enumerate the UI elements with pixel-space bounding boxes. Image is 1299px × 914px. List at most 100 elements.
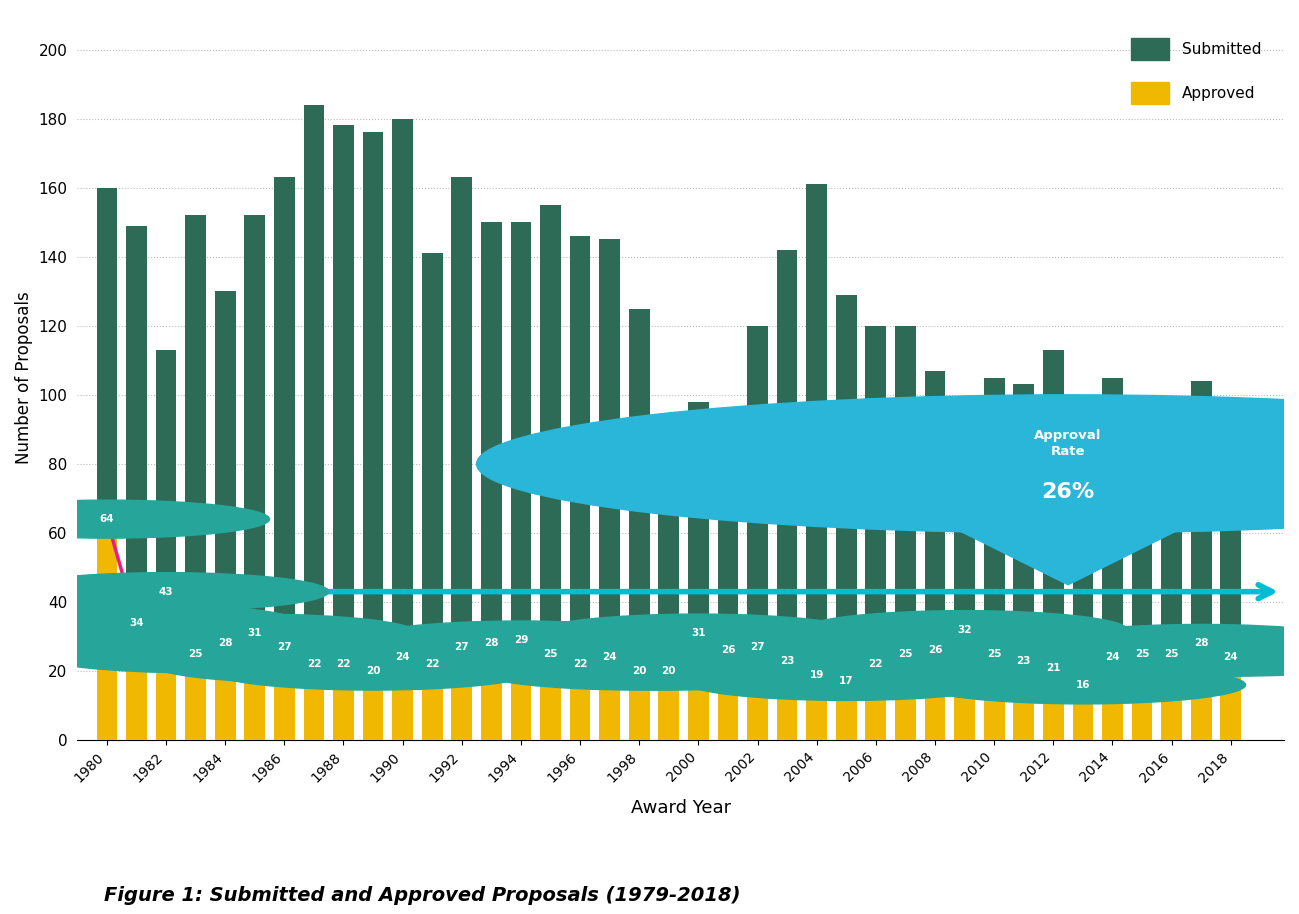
Bar [186, 654, 207, 740]
Bar [362, 671, 383, 740]
Circle shape [359, 621, 683, 659]
Circle shape [713, 645, 1038, 683]
Bar [717, 436, 738, 740]
Circle shape [210, 652, 535, 690]
Bar [156, 591, 177, 740]
Circle shape [773, 632, 1098, 669]
Bar [96, 519, 117, 740]
Text: 24: 24 [1105, 653, 1120, 663]
Text: 22: 22 [336, 659, 351, 669]
Circle shape [62, 624, 388, 663]
Circle shape [1038, 624, 1299, 663]
Text: 25: 25 [1135, 649, 1150, 659]
Circle shape [181, 645, 507, 683]
Bar [599, 239, 620, 740]
Bar [1102, 657, 1122, 740]
Bar [1073, 419, 1094, 740]
Text: 20: 20 [633, 666, 647, 676]
Bar [599, 657, 620, 740]
Bar [570, 664, 591, 740]
Bar [392, 119, 413, 740]
Text: 26: 26 [927, 645, 942, 655]
Bar [629, 671, 650, 740]
Bar [659, 671, 679, 740]
Bar [511, 640, 531, 740]
Circle shape [299, 628, 625, 666]
Text: 20: 20 [366, 666, 381, 676]
Circle shape [240, 638, 565, 676]
Bar [1131, 654, 1152, 740]
Text: 25: 25 [987, 649, 1002, 659]
Bar [511, 222, 531, 740]
Bar [807, 675, 827, 740]
Text: 24: 24 [395, 653, 410, 663]
Bar [244, 633, 265, 740]
Text: 22: 22 [425, 659, 439, 669]
Bar [659, 436, 679, 740]
Bar [422, 664, 443, 740]
Bar [717, 651, 738, 740]
Bar [1161, 495, 1182, 740]
Bar [333, 664, 353, 740]
Bar [865, 325, 886, 740]
Circle shape [477, 652, 801, 690]
Bar [126, 622, 147, 740]
Polygon shape [950, 526, 1186, 585]
Bar [156, 350, 177, 740]
Bar [244, 216, 265, 740]
Text: 23: 23 [779, 655, 795, 665]
Text: 26%: 26% [1042, 482, 1095, 502]
Circle shape [891, 649, 1216, 686]
Bar [925, 371, 946, 740]
Text: 27: 27 [455, 642, 469, 652]
Y-axis label: Number of Proposals: Number of Proposals [16, 292, 32, 464]
Circle shape [329, 624, 653, 663]
Bar [747, 325, 768, 740]
Bar [925, 651, 946, 740]
Bar [1191, 643, 1212, 740]
Circle shape [0, 500, 269, 538]
Circle shape [950, 638, 1276, 676]
Text: 23: 23 [1017, 655, 1031, 665]
Circle shape [801, 611, 1128, 649]
Bar [304, 105, 325, 740]
Text: 17: 17 [839, 676, 853, 686]
Legend: Submitted, Approved: Submitted, Approved [1116, 23, 1277, 120]
Bar [362, 133, 383, 740]
Bar [392, 657, 413, 740]
Circle shape [507, 652, 831, 690]
Text: 29: 29 [513, 635, 529, 645]
Text: 26: 26 [721, 645, 735, 655]
Circle shape [979, 635, 1299, 673]
Bar [955, 630, 976, 740]
Text: 19: 19 [809, 670, 824, 679]
Bar [1013, 385, 1034, 740]
Bar [1131, 430, 1152, 740]
Text: 31: 31 [248, 628, 262, 638]
Circle shape [0, 604, 299, 642]
Bar [126, 226, 147, 740]
Circle shape [683, 663, 1009, 700]
Bar [629, 309, 650, 740]
Circle shape [625, 642, 950, 680]
Bar [274, 647, 295, 740]
Bar [96, 187, 117, 740]
Bar [895, 654, 916, 740]
Circle shape [122, 628, 447, 666]
Text: 24: 24 [603, 653, 617, 663]
Text: 28: 28 [218, 639, 233, 648]
Bar [481, 222, 501, 740]
Bar [865, 664, 886, 740]
Text: 64: 64 [100, 515, 114, 524]
Bar [1161, 654, 1182, 740]
Bar [747, 647, 768, 740]
Text: 22: 22 [573, 659, 587, 669]
Circle shape [151, 645, 477, 683]
Bar [777, 661, 798, 740]
Bar [1220, 433, 1241, 740]
Bar [1102, 377, 1122, 740]
Text: 20: 20 [661, 666, 675, 676]
Circle shape [595, 628, 920, 666]
Circle shape [477, 395, 1299, 533]
Bar [895, 325, 916, 740]
